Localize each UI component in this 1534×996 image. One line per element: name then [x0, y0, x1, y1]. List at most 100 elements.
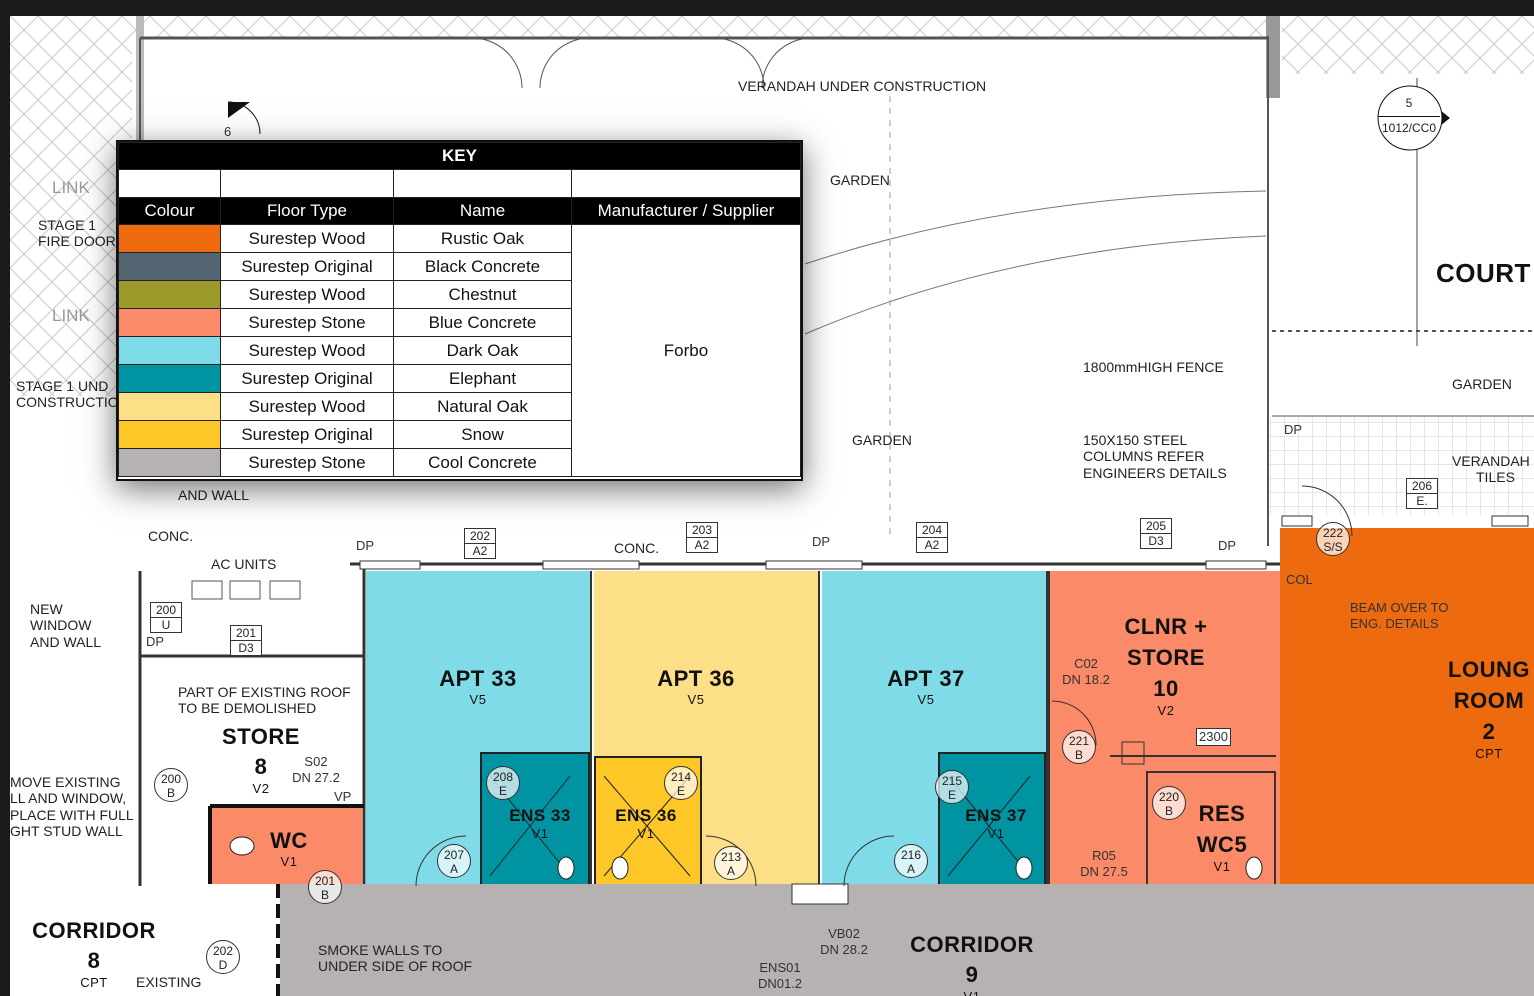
door-tag-200: 200 U [150, 602, 182, 633]
existing-label: EXISTING [136, 974, 202, 990]
steel-label-2: COLUMNS REFER [1083, 448, 1205, 464]
name-cell: Natural Oak [393, 392, 572, 421]
steel-label-1: 150X150 STEEL [1083, 432, 1188, 448]
floor-type-cell: Surestep Wood [220, 392, 394, 421]
link-label-2: LINK [52, 306, 90, 325]
dp-label-2: DP [812, 534, 831, 549]
section-marker-6: 6 [224, 124, 232, 139]
key-header-manufacturer: Manufacturer / Supplier [571, 197, 801, 225]
stage1-constr-1: STAGE 1 UND [16, 378, 109, 394]
room-ens33: ENS 33 V1 [509, 806, 571, 841]
room-res-wc5: RES WC5 V1 [1196, 801, 1248, 874]
remove-1: MOVE EXISTING [10, 774, 121, 790]
key-table: KEY Colour Floor Type Name Manufacturer … [118, 142, 801, 477]
dp-label-4: DP [146, 634, 165, 649]
key-row: Surestep Wood Chestnut [118, 280, 801, 309]
room-wc: WC V1 [270, 828, 308, 869]
dp-label-3: DP [1218, 538, 1237, 553]
ac-units-label: AC UNITS [211, 556, 277, 572]
name-cell: Blue Concrete [393, 308, 572, 337]
door-circle-207: 207 A [437, 844, 471, 878]
vp-label: VP [334, 789, 352, 804]
key-title: KEY [118, 142, 801, 170]
new-window-1: NEW [30, 601, 63, 617]
floor-code-s02: S02 DN 27.2 [292, 754, 340, 785]
colour-swatch [118, 252, 221, 281]
room-ens36: ENS 36 V1 [615, 806, 677, 841]
link-label-1: LINK [52, 178, 90, 197]
garden-label-right: GARDEN [1452, 376, 1512, 392]
zone-lounge [1280, 528, 1534, 898]
beam-1: BEAM OVER TO [1350, 600, 1449, 615]
garden-label-top: GARDEN [830, 172, 890, 188]
remove-4: GHT STUD WALL [10, 823, 123, 839]
room-apt33: APT 33 V5 [439, 666, 517, 707]
colour-swatch [118, 308, 221, 337]
floor-type-cell: Surestep Original [220, 364, 394, 393]
door-circle-208: 208 E [486, 766, 520, 800]
stage1-label-1: STAGE 1 [38, 217, 97, 233]
section-marker-5: 5 1012/CC0 [1378, 88, 1440, 150]
key-header-name: Name [393, 197, 572, 225]
smoke-1: SMOKE WALLS TO [318, 942, 443, 958]
door-tag-202: 202 A2 [464, 528, 496, 559]
door-tag-204: 204 A2 [916, 522, 948, 553]
dim-2300: 2300 [1196, 728, 1231, 746]
name-cell: Rustic Oak [393, 224, 572, 253]
name-cell: Black Concrete [393, 252, 572, 281]
verandah-tiles-1: VERANDAH [1452, 453, 1530, 469]
dp-label-1: DP [356, 538, 375, 553]
floor-type-cell: Surestep Wood [220, 336, 394, 365]
colour-swatch [118, 448, 221, 477]
remove-2: LL AND WINDOW, [10, 790, 127, 806]
manufacturer-cell: Forbo [571, 224, 801, 477]
colour-swatch [118, 280, 221, 309]
colour-swatch [118, 420, 221, 449]
floor-code-r05: R05 DN 27.5 [1080, 848, 1128, 879]
door-tag-203: 203 A2 [686, 522, 718, 553]
floor-type-cell: Surestep Wood [220, 280, 394, 309]
room-corridor8: CORRIDOR 8 CPT [32, 918, 156, 990]
stage1-label-2: FIRE DOOR [38, 233, 116, 249]
floor-type-cell: Surestep Stone [220, 448, 394, 477]
name-cell: Elephant [393, 364, 572, 393]
key-row: Surestep Original Elephant [118, 364, 801, 393]
conc-label-1: CONC. [148, 528, 194, 544]
conc-label-2: CONC. [614, 540, 660, 556]
floor-type-cell: Surestep Wood [220, 224, 394, 253]
room-store8: STORE 8 V2 [222, 724, 300, 796]
door-tag-206: 206 E. [1406, 478, 1438, 509]
stage1-constr-2: CONSTRUCTIO [16, 394, 119, 410]
door-circle-201: 201 B [308, 870, 342, 904]
key-row: Surestep Original Snow [118, 420, 801, 449]
door-circle-216: 216 A [894, 844, 928, 878]
door-circle-222: 222 S/S [1316, 522, 1350, 556]
plan-linework [10, 16, 1534, 996]
new-window-3: AND WALL [30, 634, 102, 650]
floor-code-c02: C02 DN 18.2 [1062, 656, 1110, 687]
colour-swatch [118, 224, 221, 253]
door-circle-221: 221 B [1062, 730, 1096, 764]
smoke-2: UNDER SIDE OF ROOF [318, 958, 473, 974]
remove-3: PLACE WITH FULL [10, 807, 134, 823]
verandah-tiles-2: TILES [1476, 469, 1515, 485]
key-header-floor-type: Floor Type [220, 197, 394, 225]
door-circle-213: 213 A [714, 846, 748, 880]
room-clnr: CLNR + STORE 10 V2 [1124, 614, 1208, 718]
zone-corridor [280, 884, 1534, 996]
room-apt36: APT 36 V5 [657, 666, 735, 707]
door-circle-220: 220 B [1152, 786, 1186, 820]
room-corridor9: CORRIDOR9V1 [910, 932, 1034, 996]
colour-swatch [118, 336, 221, 365]
new-window-2: WINDOW [30, 617, 92, 633]
room-apt37: APT 37 V5 [887, 666, 965, 707]
door-tag-201: 201 D3 [230, 625, 262, 656]
col-label: COL [1286, 572, 1313, 587]
door-circle-200: 200 B [154, 768, 188, 802]
floor-code-vb02: VB02 DN 28.2 [820, 926, 868, 957]
colour-swatch [118, 392, 221, 421]
colour-swatch [118, 364, 221, 393]
floor-type-cell: Surestep Stone [220, 308, 394, 337]
door-circle-214: 214 E [664, 766, 698, 800]
part-roof-2: TO BE DEMOLISHED [178, 700, 317, 716]
